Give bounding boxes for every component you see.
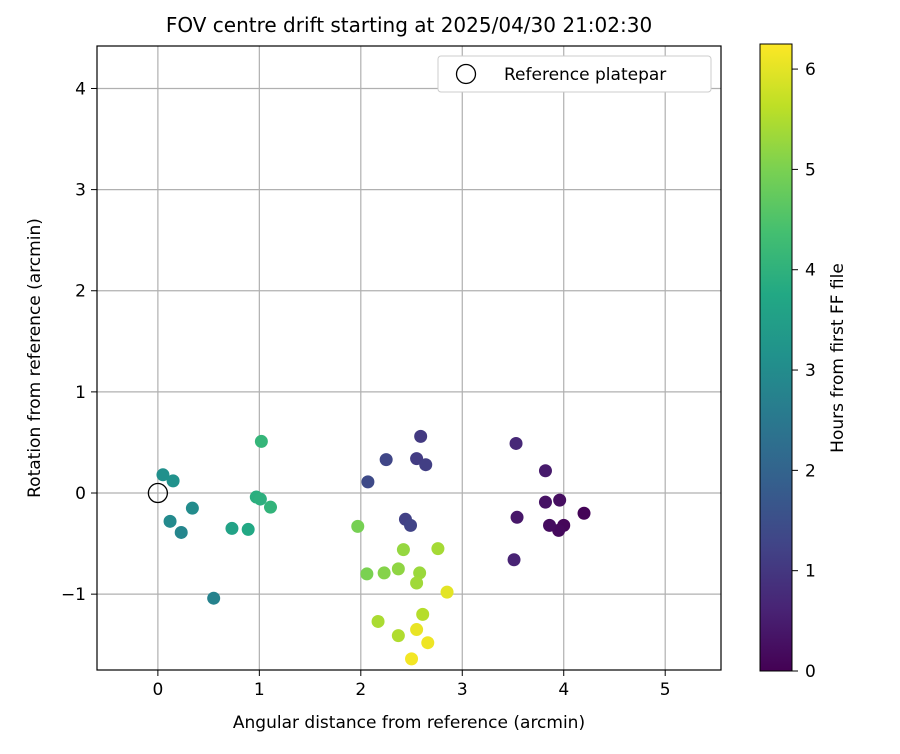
x-tick-label: 1 [254, 680, 265, 700]
y-tick-label: 4 [75, 79, 86, 99]
legend-entry-reference: Reference platepar [504, 65, 666, 85]
data-point [538, 495, 552, 509]
data-point [377, 566, 391, 580]
reference-marker-group [147, 482, 169, 504]
data-point [577, 506, 591, 520]
grid-lines [97, 46, 721, 670]
colorbar-tick-label: 6 [805, 60, 816, 80]
data-point [404, 518, 418, 532]
y-tick-label: −1 [61, 585, 86, 605]
data-point [431, 542, 445, 556]
colorbar-tick-label: 5 [805, 160, 816, 180]
x-tick-label: 0 [152, 680, 163, 700]
y-axis-label: Rotation from reference (arcmin) [25, 218, 45, 498]
colorbar: 0 1 2 3 4 5 6 Hours from first FF file [759, 43, 848, 682]
data-point [361, 475, 375, 489]
data-point [414, 429, 428, 443]
data-point [391, 562, 405, 576]
colorbar-tick-label: 3 [805, 361, 816, 381]
data-point [553, 493, 567, 507]
data-point [391, 629, 405, 643]
data-point [509, 436, 523, 450]
y-tick-label: 2 [75, 282, 86, 302]
colorbar-tick-label: 1 [805, 562, 816, 582]
data-point [163, 514, 177, 528]
colorbar-tick-label: 4 [805, 261, 816, 281]
y-tick-label: 1 [75, 383, 86, 403]
data-point [207, 591, 221, 605]
colorbar-tick-label: 2 [805, 461, 816, 481]
data-point [410, 452, 424, 466]
colorbar-tick-label: 0 [805, 662, 816, 682]
legend-box [437, 55, 712, 93]
legend: Reference platepar [437, 55, 712, 93]
data-point [156, 468, 170, 482]
data-point [241, 522, 255, 536]
data-point [371, 614, 385, 628]
chart-title: FOV centre drift starting at 2025/04/30 … [166, 13, 652, 37]
data-point [405, 652, 419, 666]
x-tick-label: 4 [558, 680, 569, 700]
data-point [507, 553, 521, 567]
data-point [440, 585, 454, 599]
data-point [416, 607, 430, 621]
x-tick-label: 2 [355, 680, 366, 700]
data-point [174, 525, 188, 539]
colorbar-gradient [759, 43, 793, 672]
data-point [419, 458, 433, 472]
colorbar-label: Hours from first FF file [828, 263, 848, 453]
data-point [413, 566, 427, 580]
data-point [421, 636, 435, 650]
data-point [360, 567, 374, 581]
data-point [510, 510, 524, 524]
data-point [253, 492, 267, 506]
data-point [225, 521, 239, 535]
data-point [185, 501, 199, 515]
data-point [264, 500, 278, 514]
plot-frame [96, 45, 722, 671]
x-tick-label: 3 [457, 680, 468, 700]
colorbar-ticks: 0 1 2 3 4 5 6 [792, 60, 816, 682]
y-tick-label: 0 [75, 484, 86, 504]
data-point [538, 464, 552, 478]
data-point [396, 543, 410, 557]
data-point [410, 623, 424, 637]
legend-marker-icon [455, 63, 477, 85]
data-point [543, 518, 557, 532]
reference-point-marker [147, 482, 169, 504]
y-tick-label: 3 [75, 181, 86, 201]
y-axis-ticks: −1 0 1 2 3 4 [61, 79, 97, 605]
data-point [351, 519, 365, 533]
data-point [254, 434, 268, 448]
x-axis-label: Angular distance from reference (arcmin) [233, 713, 585, 733]
data-point [166, 474, 180, 488]
x-tick-label: 5 [660, 680, 671, 700]
x-axis-ticks: 0 1 2 3 4 5 [152, 670, 671, 700]
data-point [379, 453, 393, 467]
data-points [156, 429, 591, 666]
data-point [410, 576, 424, 590]
